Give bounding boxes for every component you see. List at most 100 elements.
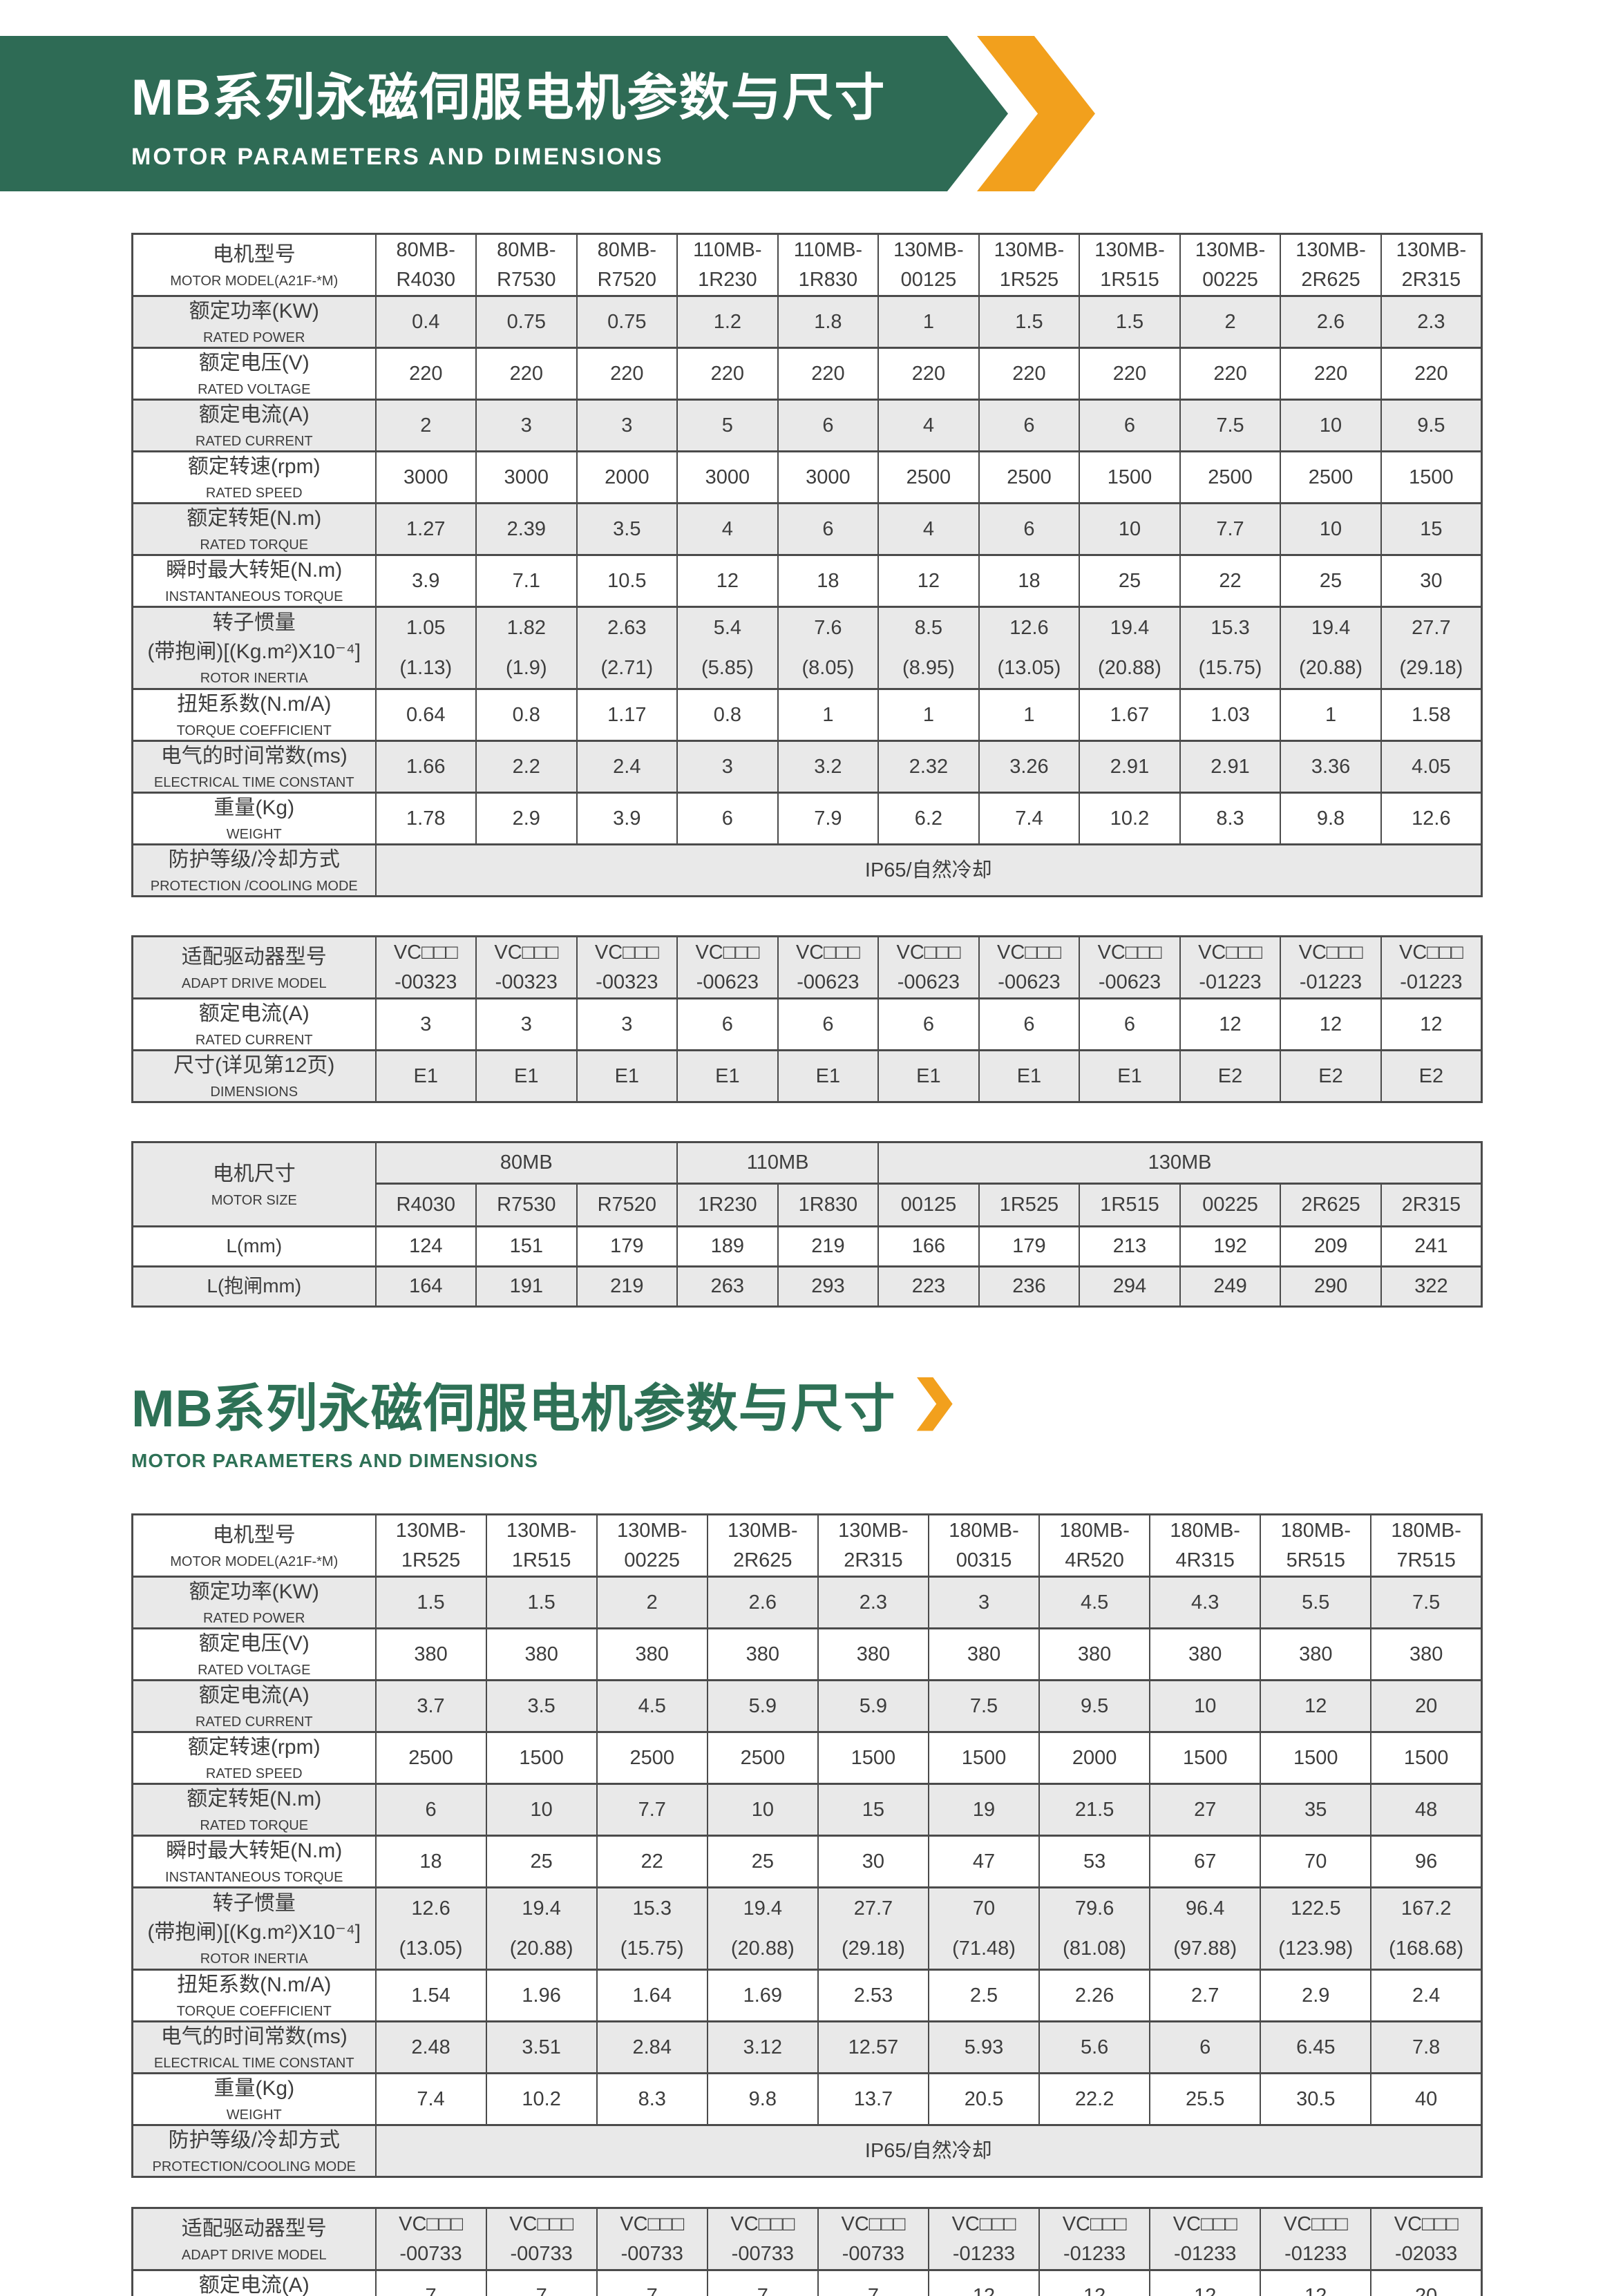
value-cell: 6.45 [1260,2020,1372,2074]
value-cell: 9.5 [1380,399,1483,452]
value-cell: 122.5 (123.98) [1260,1886,1372,1971]
row-label-en: RATED TORQUE [200,537,309,553]
value-cell: 1.27 [374,502,477,556]
value-cell: 219 [777,1225,880,1267]
value-cell: 25 [1280,554,1382,608]
row-label: 额定转矩(N.m) RATED TORQUE [131,502,377,556]
value-cell: 70 (71.48) [927,1886,1041,1971]
value-cell: 2.91 [1179,740,1282,794]
row-label-en: TORQUE COEFFICIENT [176,2004,332,2019]
row-label-cn: 额定转速(rpm) [187,455,321,478]
value-cell: 10.2 [1079,792,1181,845]
value-cell: 2.91 [1079,740,1181,794]
value-cell: 1.5 [485,1576,598,1629]
row-label-cn: 额定电流(A) [198,2274,310,2296]
row-label-en: WEIGHT [226,827,282,842]
column-header: VC□□□ -00623 [777,935,880,999]
value-cell: 3.9 [374,554,477,608]
value-cell: 3 [576,399,678,452]
row-label: 尺寸(详见第12页) DIMENSIONS [131,1049,377,1103]
value-cell: 2 [596,1576,708,1629]
row-label-cn: 额定功率(KW) [189,300,319,323]
value-cell: 15.3 (15.75) [596,1886,708,1971]
row-label: 额定转矩(N.m) RATED TORQUE [131,1783,377,1837]
column-header: VC□□□ -00623 [877,935,980,999]
row-label-en: WEIGHT [226,2107,282,2123]
value-cell: 2500 [706,1731,819,1785]
row-label-en: RATED CURRENT [195,434,313,449]
motor-parameters-table-2-host: 电机型号 MOTOR MODEL(A21F-*M) 130MB- 1R525 130M… [131,1513,1483,2178]
value-cell: 6 [1079,997,1181,1051]
value-cell: 2500 [1179,450,1282,504]
value-cell: 48 [1370,1783,1483,1837]
row-label-cn: 瞬时最大转矩(N.m) [166,1839,343,1862]
value-cell: 1500 [485,1731,598,1785]
column-header: 130MB- 2R625 [1280,233,1382,297]
value-cell: 164 [374,1265,477,1308]
motor-size-table-1-host: 电机尺寸 MOTOR SIZE 80MB 110MB 130MB R4030 R7530 R7… [131,1141,1483,1308]
column-header: 1R830 [777,1183,880,1227]
value-cell: 2500 [877,450,980,504]
value-cell: 1.66 [374,740,477,794]
value-cell: 18 [374,1835,487,1888]
value-cell: 10 [1280,399,1382,452]
value-cell: E1 [1079,1049,1181,1103]
value-cell: 1.5 [374,1576,487,1629]
value-cell: 1.82 (1.9) [475,606,578,690]
group-header: 80MB [374,1141,678,1185]
value-cell: 7.4 [978,792,1081,845]
value-cell: 12.57 [817,2020,929,2074]
row-label-en: PROTECTION/COOLING MODE [152,2159,356,2174]
value-cell: 19.4 (20.88) [706,1886,819,1971]
value-cell: 2.39 [475,502,578,556]
value-cell: 12 [1038,2269,1151,2296]
motor-parameters-table-2: 电机型号 MOTOR MODEL(A21F-*M) 130MB- 1R525 130M… [131,1513,1483,2178]
value-cell: 12.6 [1380,792,1483,845]
value-cell: 220 [576,347,678,401]
value-cell: 1500 [1079,450,1181,504]
value-cell: 3.5 [576,502,678,556]
column-header: VC□□□ -00623 [1079,935,1181,999]
value-cell: 2.9 [475,792,578,845]
row-label: L(抱闸mm) [131,1265,377,1308]
value-cell: 380 [1370,1627,1483,1681]
row-label-cn: 扭矩系数(N.m/A) [177,693,332,716]
column-header: R7530 [475,1183,578,1227]
row-label-en: ELECTRICAL TIME CONSTANT [153,2056,354,2071]
value-cell: 7.5 [1179,399,1282,452]
value-cell: 3000 [475,450,578,504]
value-cell: 2.6 [706,1576,819,1629]
value-cell: 179 [576,1225,678,1267]
row-label-cn: 电气的时间常数(ms) [160,2025,348,2048]
column-header: 130MB- 00125 [877,233,980,297]
value-cell: 1500 [1370,1731,1483,1785]
value-cell: 0.4 [374,295,477,349]
value-cell: 6 [1149,2020,1262,2074]
value-cell: 2000 [1038,1731,1151,1785]
value-cell: 380 [927,1627,1041,1681]
value-cell: 1500 [817,1731,929,1785]
value-cell: 380 [596,1627,708,1681]
value-cell: 6 [877,997,980,1051]
row-label-cn: 尺寸(详见第12页) [173,1054,335,1077]
value-cell: 0.75 [475,295,578,349]
value-cell: 5.4 (5.85) [676,606,779,690]
value-cell: 3 [676,740,779,794]
corner-label-cn: 适配驱动器型号 [181,2217,327,2240]
value-cell: 8.5 (8.95) [877,606,980,690]
group-header: 110MB [676,1141,880,1185]
value-cell: 5.93 [927,2020,1041,2074]
column-header: 2R625 [1280,1183,1382,1227]
value-cell: 8.3 [1179,792,1282,845]
value-cell: 7.9 [777,792,880,845]
value-cell: 12 [877,554,980,608]
value-cell: 7.5 [927,1679,1041,1733]
value-cell: 2500 [978,450,1081,504]
adapt-drive-table-1-host: 适配驱动器型号 ADAPT DRIVE MODEL VC□□□ -00323 VC□□… [131,935,1483,1103]
column-header: 130MB- 1R525 [374,1513,487,1578]
row-label: 瞬时最大转矩(N.m) INSTANTANEOUS TORQUE [131,1835,377,1888]
value-cell: 27.7 (29.18) [1380,606,1483,690]
column-header: 1R525 [978,1183,1081,1227]
value-cell: 3.5 [485,1679,598,1733]
value-cell: 3000 [374,450,477,504]
